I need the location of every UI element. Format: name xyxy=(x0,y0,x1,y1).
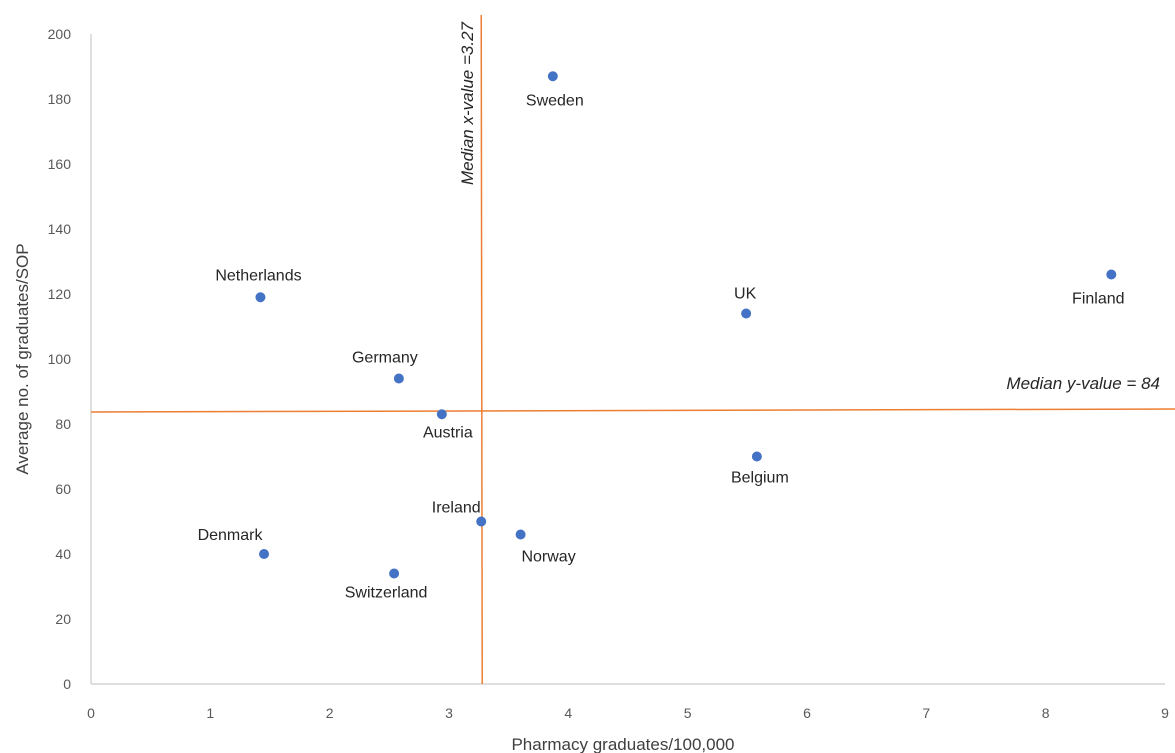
data-label: Norway xyxy=(521,549,575,566)
data-point xyxy=(389,568,400,579)
median-lines: Median x-value =3.27 Median y-value = 84 xyxy=(90,14,1175,685)
x-tick-label: 1 xyxy=(206,705,214,721)
data-label: Denmark xyxy=(198,527,264,544)
data-label: Germany xyxy=(352,350,418,367)
y-tick-label: 100 xyxy=(48,351,72,367)
data-label: Belgium xyxy=(731,470,789,487)
y-tick-label: 0 xyxy=(63,676,71,692)
data-point xyxy=(476,516,487,527)
data-point xyxy=(393,373,404,384)
data-point xyxy=(547,71,558,82)
data-label: Switzerland xyxy=(345,585,428,602)
y-tick-label: 120 xyxy=(48,286,72,302)
data-point xyxy=(1106,269,1117,280)
x-tick-label: 3 xyxy=(445,705,453,721)
y-axis-title: Average no. of graduates/SOP xyxy=(13,243,32,474)
axes: 0 1 2 3 4 5 6 7 8 9 0 20 40 60 80 100 120 140 160 180 200 xyxy=(48,26,1169,721)
point-labels: Sweden Finland Netherlands UK Germany Austria… xyxy=(198,92,1125,601)
data-point xyxy=(751,451,762,462)
x-axis-title: Pharmacy graduates/100,000 xyxy=(511,735,734,753)
data-label: Sweden xyxy=(526,92,584,109)
data-label: Netherlands xyxy=(215,267,301,284)
data-label: Finland xyxy=(1072,291,1124,308)
x-tick-label: 5 xyxy=(684,705,692,721)
median-x-line xyxy=(480,14,483,685)
x-tick-label: 6 xyxy=(803,705,811,721)
data-point xyxy=(436,409,447,420)
y-tick-label: 180 xyxy=(48,91,72,107)
x-tick-label: 7 xyxy=(922,705,930,721)
data-point xyxy=(259,549,270,559)
median-y-line xyxy=(90,408,1175,413)
data-label: Austria xyxy=(423,424,473,441)
x-tick-label: 2 xyxy=(326,705,334,721)
x-tick-label: 9 xyxy=(1161,705,1169,721)
y-tick-label: 80 xyxy=(55,416,71,432)
y-tick-label: 20 xyxy=(55,611,71,627)
y-tick-label: 200 xyxy=(48,26,72,42)
data-point xyxy=(515,529,526,540)
median-x-label: Median x-value =3.27 xyxy=(458,21,477,185)
data-point xyxy=(255,292,266,303)
x-tick-label: 8 xyxy=(1042,705,1050,721)
data-point xyxy=(741,308,752,319)
median-y-label: Median y-value = 84 xyxy=(1006,374,1160,393)
y-tick-label: 60 xyxy=(55,481,71,497)
data-points xyxy=(255,71,1117,579)
x-tick-label: 4 xyxy=(564,705,572,721)
x-tick-label: 0 xyxy=(87,705,95,721)
y-tick-label: 140 xyxy=(48,221,72,237)
data-label: Ireland xyxy=(432,500,481,517)
y-tick-label: 160 xyxy=(48,156,72,172)
data-label: UK xyxy=(734,286,757,303)
y-tick-label: 40 xyxy=(55,546,71,562)
